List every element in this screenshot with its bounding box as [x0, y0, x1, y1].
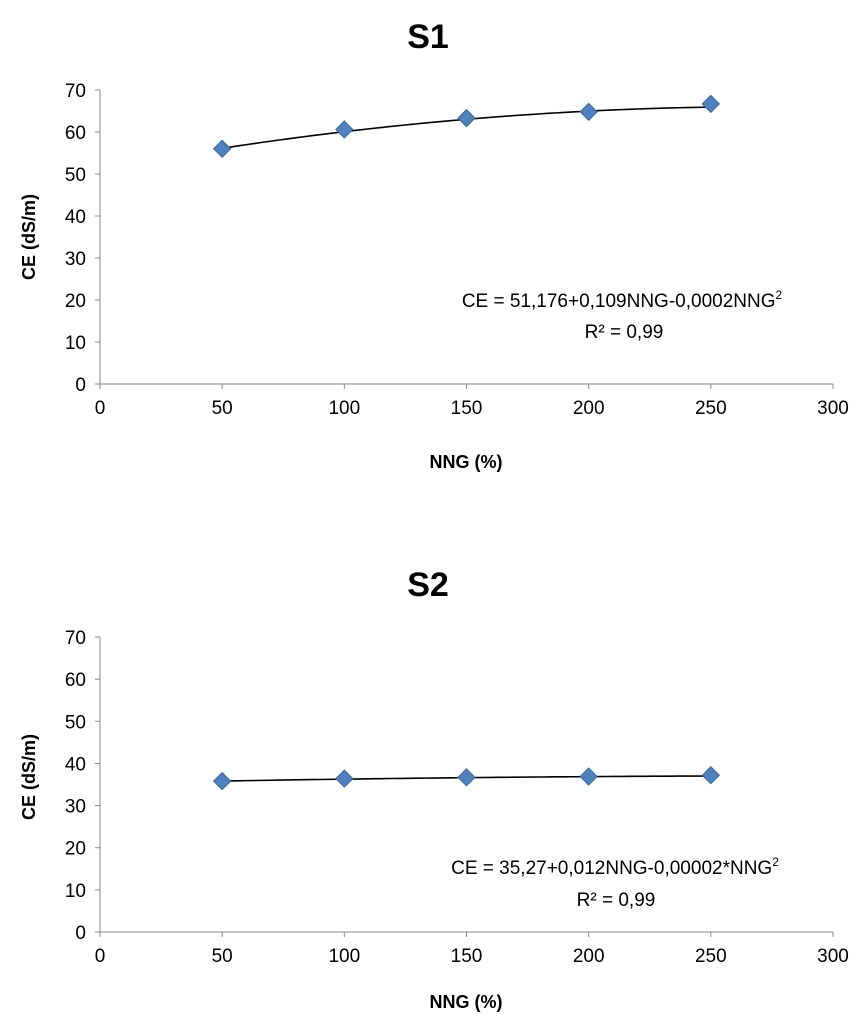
x-tick-label: 150 — [451, 398, 483, 419]
data-point — [335, 769, 354, 788]
r-squared-label: R² = 0,99 — [577, 890, 656, 911]
y-tick-label: 50 — [65, 712, 86, 733]
y-tick-label: 10 — [65, 881, 86, 902]
equation-label: CE = 51,176+0,109NNG-0,0002NNG2 — [462, 288, 783, 312]
y-tick-labels: 0 10 20 30 40 50 60 70 — [65, 628, 86, 944]
data-points — [212, 94, 721, 159]
y-tick-label: 60 — [65, 670, 86, 691]
data-point — [701, 766, 721, 785]
data-point — [579, 767, 598, 786]
x-tick-label: 250 — [695, 398, 727, 419]
chart-s1: S1 0 10 20 30 40 50 60 70 0 50 100 150 200 250 300 NN… — [19, 18, 849, 472]
x-tick-label: 150 — [451, 946, 483, 967]
y-tick-label: 0 — [75, 923, 86, 944]
equation-label: CE = 35,27+0,012NNG-0,00002*NNG2 — [451, 855, 779, 879]
x-tick-label: 100 — [328, 946, 360, 967]
x-tick-label: 50 — [212, 398, 233, 419]
axis-ticks — [95, 636, 834, 937]
y-tick-label: 60 — [65, 123, 86, 144]
x-tick-label: 200 — [573, 946, 605, 967]
data-point — [457, 108, 476, 128]
data-point — [212, 139, 232, 159]
y-tick-label: 0 — [75, 375, 86, 396]
y-tick-label: 50 — [65, 165, 86, 186]
x-tick-label: 300 — [817, 946, 849, 967]
y-tick-label: 20 — [65, 291, 86, 312]
y-tick-label: 30 — [65, 797, 86, 818]
y-tick-label: 70 — [65, 81, 86, 102]
y-tick-label: 40 — [65, 754, 86, 775]
y-axis-label: CE (dS/m) — [19, 734, 39, 820]
y-tick-label: 10 — [65, 333, 86, 354]
data-point — [335, 120, 354, 139]
y-tick-label: 40 — [65, 207, 86, 228]
x-tick-label: 0 — [95, 946, 106, 967]
y-axis-label: CE (dS/m) — [19, 194, 39, 280]
axis-ticks — [95, 89, 834, 389]
x-tick-label: 200 — [573, 398, 605, 419]
y-tick-label: 30 — [65, 249, 86, 270]
x-tick-label: 250 — [695, 946, 727, 967]
data-points — [212, 766, 721, 791]
x-axis-label: NNG (%) — [430, 992, 503, 1012]
x-tick-label: 50 — [212, 946, 233, 967]
y-tick-label: 70 — [65, 628, 86, 649]
x-tick-label: 300 — [817, 398, 849, 419]
x-tick-labels: 0 50 100 150 200 250 300 — [95, 398, 849, 419]
y-tick-labels: 0 10 20 30 40 50 60 70 — [65, 81, 86, 396]
chart-title: S2 — [407, 566, 449, 604]
chart-s2: S2 0 10 20 30 40 50 60 70 0 50 100 150 200 250 300 NN… — [19, 566, 849, 1012]
data-point — [579, 102, 598, 122]
r-squared-label: R² = 0,99 — [585, 322, 664, 343]
x-tick-labels: 0 50 100 150 200 250 300 — [95, 946, 849, 967]
x-tick-label: 100 — [328, 398, 360, 419]
x-axis-label: NNG (%) — [430, 452, 503, 472]
y-tick-label: 20 — [65, 839, 86, 860]
data-point — [212, 771, 232, 791]
chart-title: S1 — [407, 18, 449, 56]
x-tick-label: 0 — [95, 398, 106, 419]
data-point — [701, 94, 721, 114]
data-point — [457, 768, 476, 787]
